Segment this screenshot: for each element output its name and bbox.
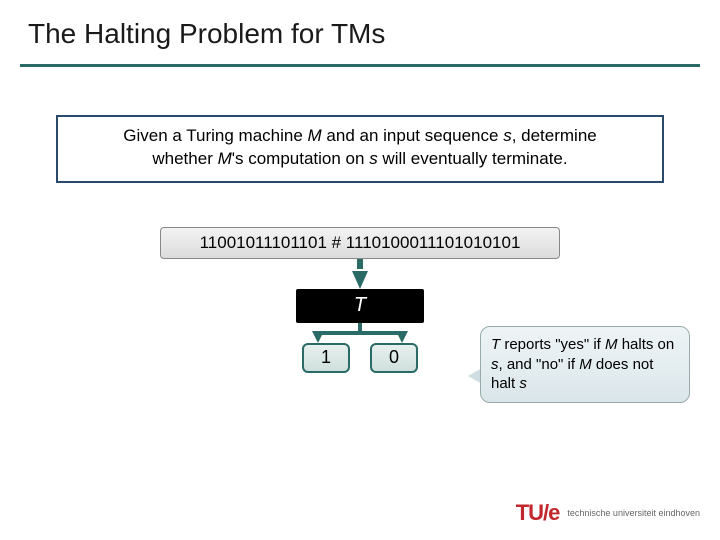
callout-text: halts on [618, 336, 675, 353]
arrow-down-icon [357, 259, 363, 269]
output-row: 1 0 [296, 343, 424, 373]
footer: TU/e technische universiteit eindhoven [516, 500, 700, 526]
var-M: M [579, 356, 592, 373]
problem-text: , determine [512, 126, 597, 145]
callout-text: reports "yes" if [500, 336, 605, 353]
var-s: s [519, 375, 527, 392]
output-no: 0 [370, 343, 418, 373]
arrow-down-icon [352, 271, 368, 289]
problem-text: Given a Turing machine [123, 126, 307, 145]
var-M: M [605, 336, 618, 353]
title-rule [20, 64, 700, 67]
tu-logo: TU/e [516, 500, 560, 526]
machine-box: T [296, 289, 424, 323]
var-M: M [218, 149, 232, 168]
footer-org: technische universiteit eindhoven [567, 508, 700, 518]
output-yes: 1 [302, 343, 350, 373]
page-title: The Halting Problem for TMs [28, 18, 700, 50]
problem-text: and an input sequence [322, 126, 503, 145]
input-tape: 11001011101101 # 1110100011101010101 [160, 227, 560, 259]
callout: T reports "yes" if M halts on s, and "no… [480, 326, 690, 403]
problem-text: whether [152, 149, 217, 168]
var-M: M [308, 126, 322, 145]
callout-text: , and "no" if [499, 356, 580, 373]
var-s: s [503, 126, 512, 145]
split-arrow-icon [296, 323, 424, 343]
problem-statement: Given a Turing machine M and an input se… [56, 115, 664, 183]
problem-text: 's computation on [232, 149, 369, 168]
problem-text: will eventually terminate. [378, 149, 568, 168]
var-s: s [369, 149, 378, 168]
title-area: The Halting Problem for TMs [0, 0, 720, 58]
var-T: T [491, 336, 500, 353]
var-s: s [491, 356, 499, 373]
